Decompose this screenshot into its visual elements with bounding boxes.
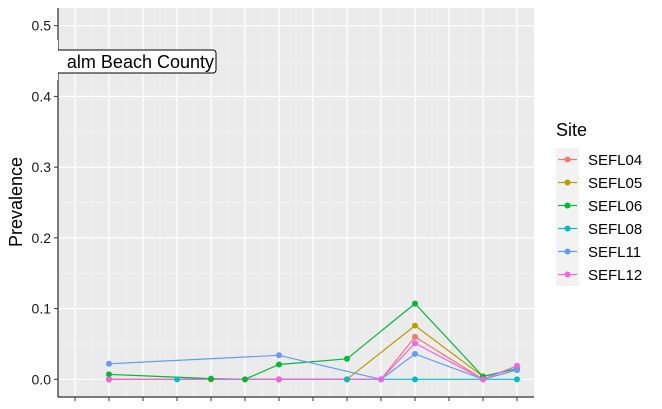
y-ticks: 0.0 0.1 0.2 0.3 0.4 0.5 xyxy=(32,18,58,387)
data-point-sefl08 xyxy=(412,376,418,383)
legend-key-point xyxy=(564,271,571,278)
data-point-sefl11 xyxy=(514,367,520,374)
y-tick-label: 0.0 xyxy=(32,371,52,387)
data-point-sefl06 xyxy=(276,361,282,368)
series-line-sefl11 xyxy=(108,353,518,380)
legend-key-point xyxy=(564,225,571,232)
data-point-sefl04 xyxy=(412,333,418,340)
data-point-sefl08 xyxy=(344,376,350,383)
y-tick-label: 0.2 xyxy=(32,230,52,246)
data-point-sefl06 xyxy=(208,375,214,382)
legend-key-point xyxy=(564,202,571,209)
legend-label: SEFL12 xyxy=(588,267,642,284)
annotation-clip-mask xyxy=(0,40,58,80)
legend-title: Site xyxy=(556,120,587,140)
y-tick-label: 0.3 xyxy=(32,159,52,175)
data-point-sefl06 xyxy=(242,376,248,383)
data-point-sefl05 xyxy=(412,322,418,329)
legend: Site SEFL04 SEFL05 SEFL06 SEFL08 SEFL11 SEFL1… xyxy=(556,120,642,286)
y-tick-label: 0.4 xyxy=(32,88,52,104)
data-point-sefl08 xyxy=(174,376,180,383)
y-tick-label: 0.5 xyxy=(32,18,52,34)
data-point-sefl12 xyxy=(106,376,112,383)
data-point-sefl06 xyxy=(344,355,350,362)
series-points xyxy=(106,300,520,383)
legend-label: SEFL05 xyxy=(588,175,642,192)
x-ticks xyxy=(74,397,518,401)
legend-label: SEFL04 xyxy=(588,152,642,169)
series-line-sefl12 xyxy=(109,342,518,380)
legend-label: SEFL11 xyxy=(588,244,641,261)
y-axis-title: Prevalence xyxy=(6,157,26,247)
legend-key-point xyxy=(564,179,571,186)
data-point-sefl11 xyxy=(412,350,418,357)
legend-key-point xyxy=(564,156,571,163)
data-point-sefl06 xyxy=(106,371,112,378)
data-point-sefl06 xyxy=(412,300,418,307)
data-point-sefl12 xyxy=(412,340,418,347)
data-point-sefl12 xyxy=(480,376,486,383)
data-point-sefl12 xyxy=(514,362,520,369)
data-point-sefl12 xyxy=(378,376,384,383)
annotation-text: alm Beach County xyxy=(67,52,214,72)
annotation-label: alm Beach County xyxy=(0,40,217,80)
data-point-sefl08 xyxy=(514,376,520,383)
y-tick-label: 0.1 xyxy=(32,301,52,317)
data-point-sefl12 xyxy=(276,376,282,383)
data-point-sefl11 xyxy=(276,352,282,359)
legend-key-point xyxy=(564,248,571,255)
data-point-sefl11 xyxy=(106,360,112,367)
legend-label: SEFL08 xyxy=(588,221,642,238)
legend-label: SEFL06 xyxy=(588,198,642,215)
